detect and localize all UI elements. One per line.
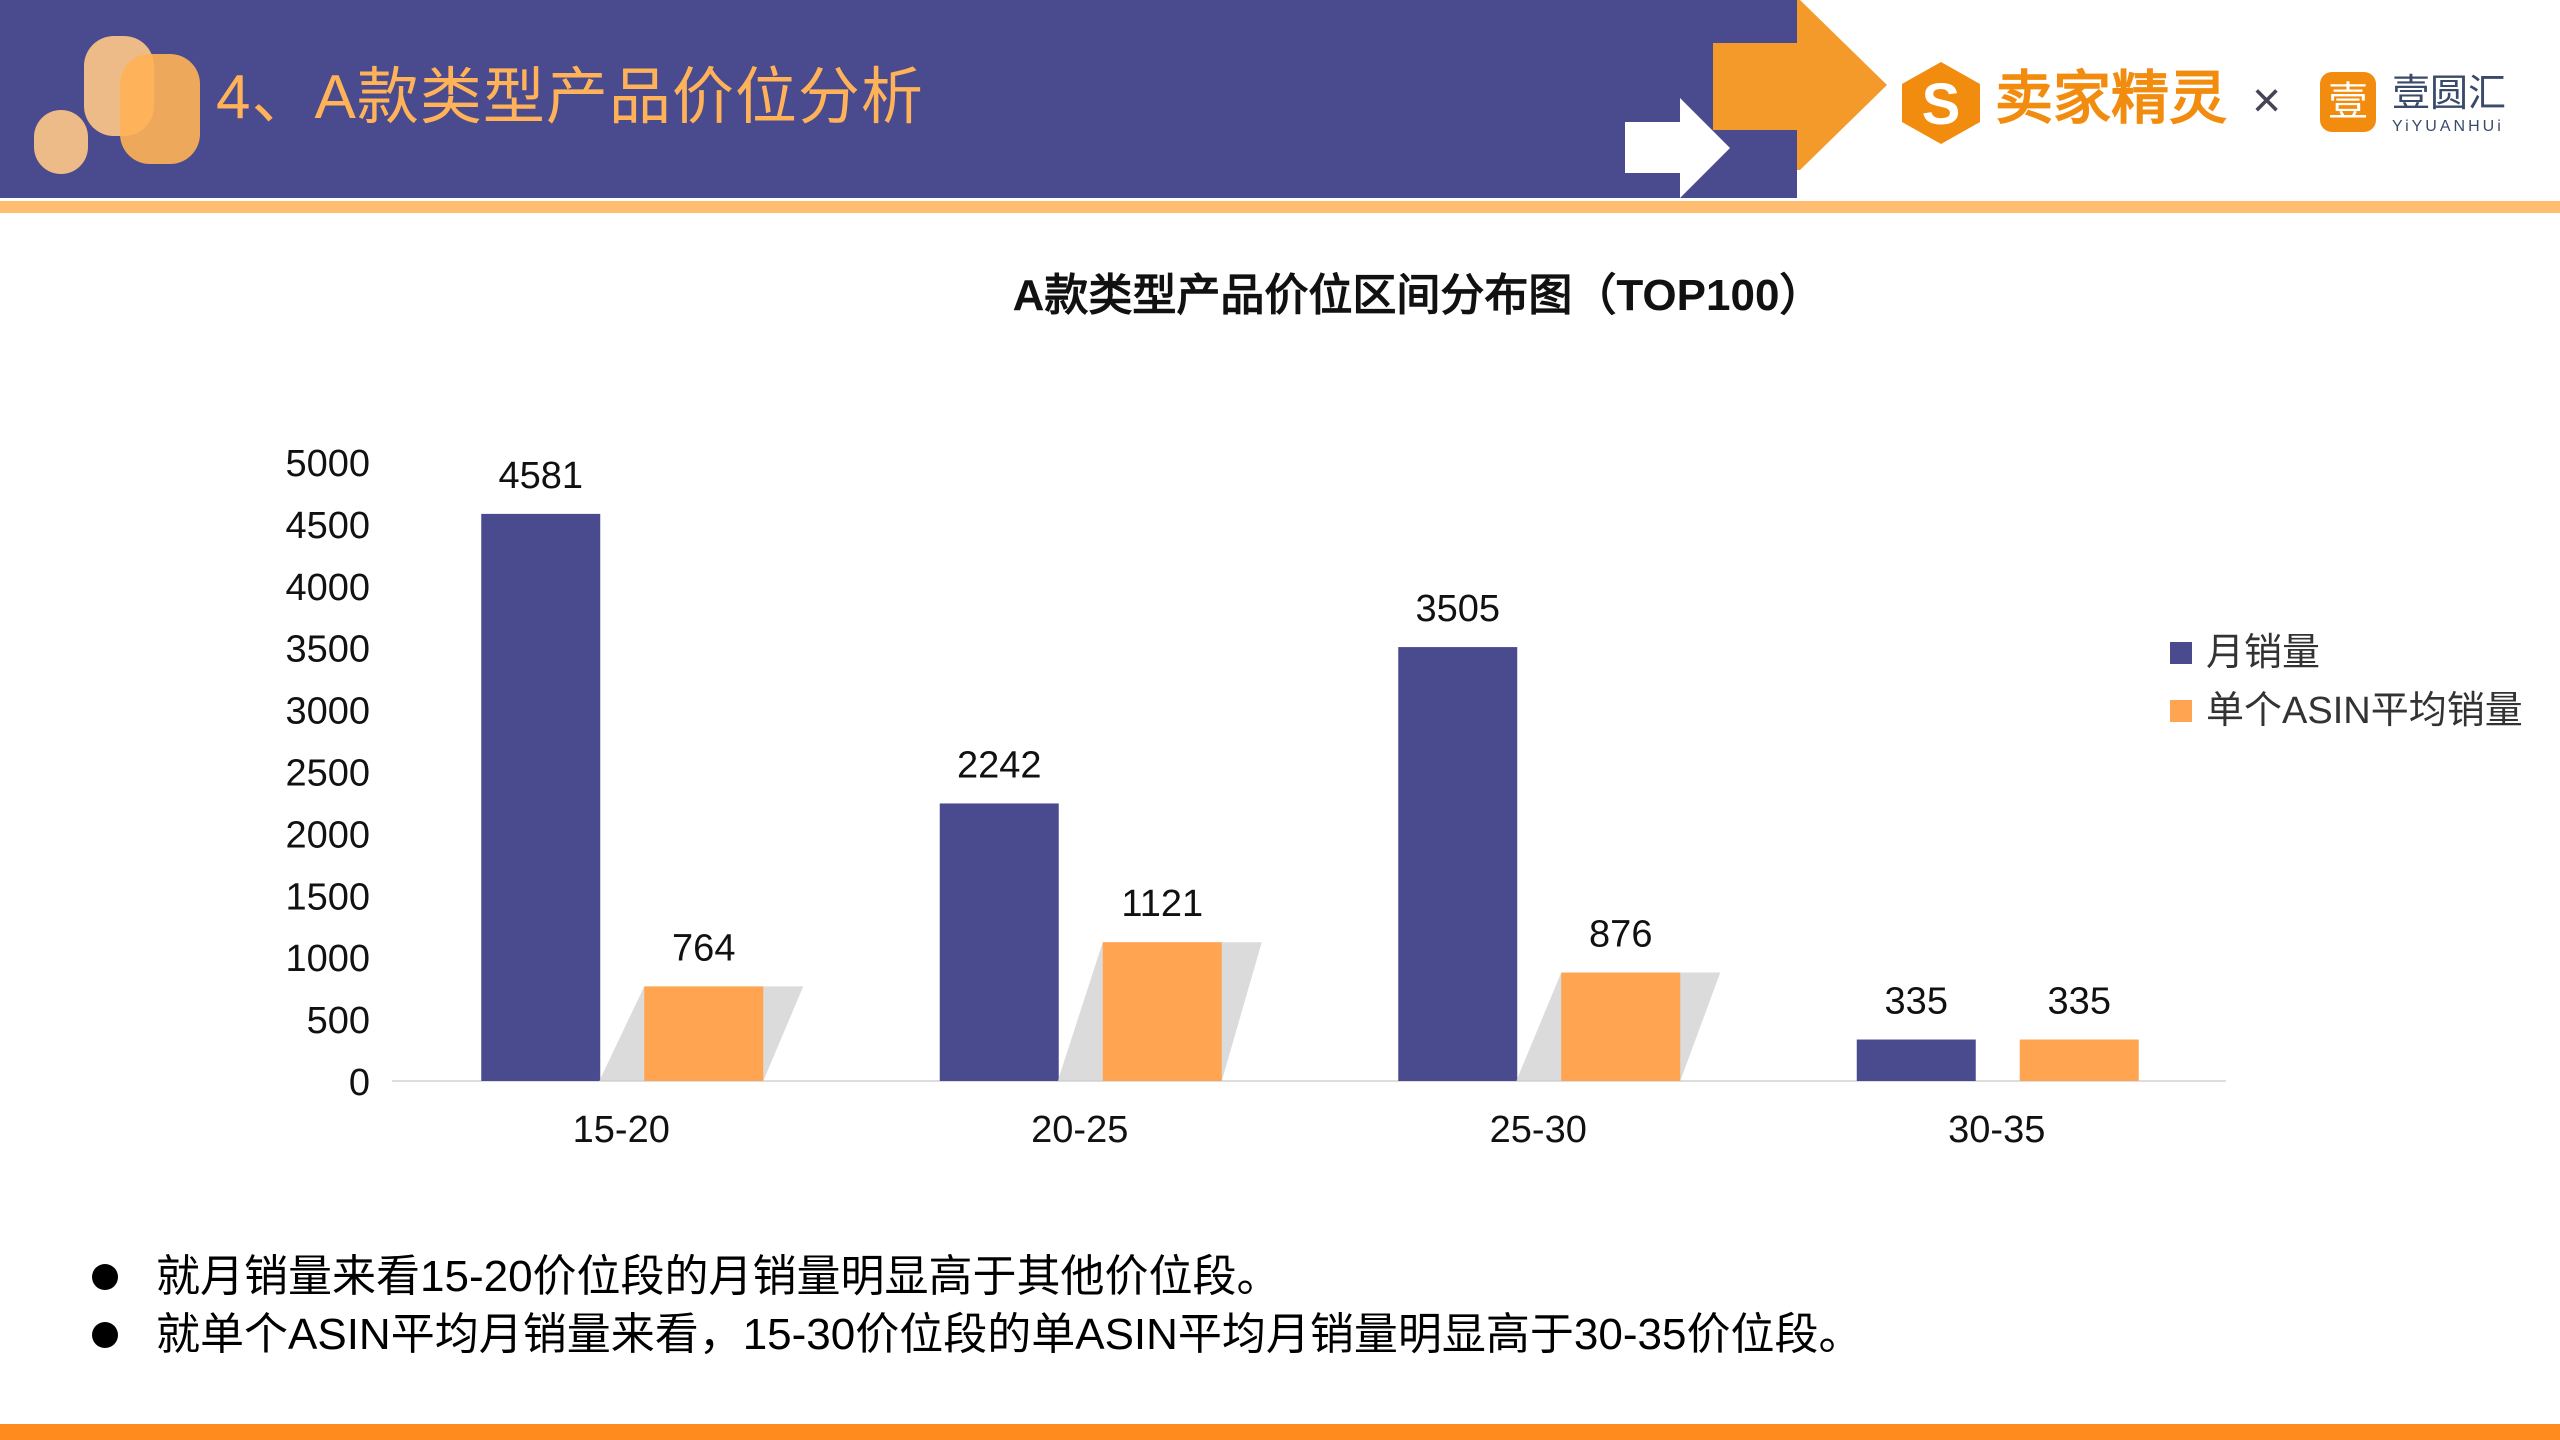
page-title: 4、A款类型产品价位分析 [216, 63, 924, 132]
bullet-icon [92, 1264, 118, 1290]
y-tick-label: 5000 [285, 443, 370, 485]
data-label: 2242 [957, 744, 1042, 786]
legend-swatch [2170, 700, 2192, 722]
y-tick-label: 0 [349, 1062, 370, 1104]
seller-sprite-logo-icon: S [1902, 62, 1980, 144]
footer-bar [0, 1424, 2560, 1440]
chart-title: A款类型产品价位区间分布图（TOP100） [1012, 271, 1824, 320]
bar-monthly-sales [481, 513, 601, 1081]
bar-monthly-sales [939, 803, 1059, 1081]
legend-label: 单个ASIN平均销量 [2206, 690, 2523, 732]
legend-label: 月销量 [2206, 632, 2321, 674]
y-tick-label: 500 [307, 1000, 370, 1042]
data-label: 1121 [1121, 883, 1203, 925]
notes-list: 就月销量来看15-20价位段的月销量明显高于其他价位段。 就单个ASIN平均月销… [92, 1248, 1862, 1364]
legend-item-monthly-sales: 月销量 [2170, 624, 2523, 682]
x-tick-label: 30-35 [1948, 1109, 2045, 1151]
note-text: 就月销量来看15-20价位段的月销量明显高于其他价位段。 [156, 1252, 1281, 1301]
data-label: 764 [672, 927, 735, 969]
data-label: 335 [2048, 981, 2111, 1023]
yiyuanhui-logo-icon: 壹 [2320, 72, 2376, 132]
y-tick-label: 4500 [285, 505, 370, 547]
note-item: 就月销量来看15-20价位段的月销量明显高于其他价位段。 [92, 1248, 1862, 1306]
bar-monthly-sales [1398, 647, 1518, 1081]
seller-sprite-logo-text: 卖家精灵 [1995, 66, 2228, 131]
data-label: 3505 [1415, 588, 1500, 630]
hexagon-decoration-icon [34, 110, 88, 174]
chart-legend: 月销量 单个ASIN平均销量 [2170, 624, 2523, 740]
bar-chart: 0 500 1000 1500 2000 2500 3000 3500 4000 4500 5000… [285, 443, 2226, 1151]
y-tick-label: 1000 [285, 938, 370, 980]
bar-avg-sales [644, 986, 764, 1081]
x-tick-label: 15-20 [573, 1109, 670, 1151]
yiyuanhui-logo-subtext: YiYUANHUi [2392, 118, 2504, 135]
hexagon-decoration-icon [120, 54, 200, 164]
yiyuanhui-logo-text: 壹圆汇 [2392, 73, 2507, 115]
y-tick-label: 2500 [285, 753, 370, 795]
legend-swatch [2170, 642, 2192, 664]
data-label: 4581 [498, 455, 583, 497]
note-text: 就单个ASIN平均月销量来看，15-30价位段的单ASIN平均月销量明显高于30… [156, 1310, 1863, 1359]
y-tick-label: 1500 [285, 876, 370, 918]
x-tick-label: 20-25 [1031, 1109, 1128, 1151]
bar-avg-sales [2019, 1039, 2139, 1081]
data-label: 876 [1589, 914, 1652, 956]
header-banner [0, 0, 1797, 198]
y-tick-label: 4000 [285, 567, 370, 609]
legend-item-avg-sales: 单个ASIN平均销量 [2170, 682, 2523, 740]
bar-avg-sales [1102, 942, 1222, 1081]
bar-monthly-sales [1856, 1039, 1976, 1081]
arrow-decoration-icon [1625, 0, 1887, 198]
times-sign: × [2252, 72, 2282, 128]
x-tick-label: 25-30 [1490, 1109, 1587, 1151]
bullet-icon [92, 1322, 118, 1348]
header-divider [0, 201, 2560, 213]
note-item: 就单个ASIN平均月销量来看，15-30价位段的单ASIN平均月销量明显高于30… [92, 1306, 1862, 1364]
y-tick-label: 2000 [285, 814, 370, 856]
data-label: 335 [1885, 981, 1948, 1023]
y-tick-label: 3500 [285, 629, 370, 671]
y-tick-label: 3000 [285, 691, 370, 733]
svg-text:S: S [1922, 72, 1961, 137]
bar-avg-sales [1561, 972, 1681, 1081]
